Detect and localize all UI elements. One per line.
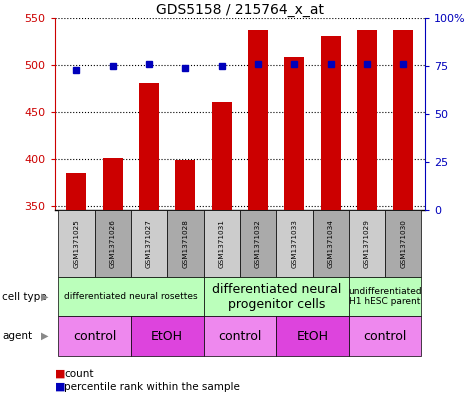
Text: GSM1371028: GSM1371028 (182, 219, 189, 268)
Text: ■: ■ (55, 369, 65, 379)
Text: GSM1371029: GSM1371029 (364, 219, 370, 268)
Bar (66, 173, 86, 210)
Text: differentiated neural
progenitor cells: differentiated neural progenitor cells (211, 283, 341, 311)
Bar (248, 30, 268, 210)
Bar (240, 210, 276, 277)
Bar (393, 30, 413, 210)
Bar (276, 316, 349, 356)
Bar (313, 210, 349, 277)
Bar (131, 210, 167, 277)
Text: percentile rank within the sample: percentile rank within the sample (64, 382, 240, 392)
Bar (321, 35, 341, 210)
Text: GSM1371031: GSM1371031 (218, 219, 225, 268)
Text: control: control (363, 329, 407, 343)
Text: GSM1371030: GSM1371030 (400, 219, 406, 268)
Bar (58, 316, 131, 356)
Text: ▶: ▶ (41, 292, 49, 302)
Bar (349, 316, 421, 356)
Text: ▶: ▶ (41, 331, 49, 341)
Text: count: count (64, 369, 94, 379)
Bar (103, 158, 123, 210)
Text: GSM1371025: GSM1371025 (74, 219, 79, 268)
Bar (276, 210, 313, 277)
Bar (212, 102, 232, 210)
Text: GSM1371034: GSM1371034 (328, 219, 333, 268)
Text: control: control (73, 329, 116, 343)
Bar (349, 277, 421, 316)
Bar (349, 210, 385, 277)
Text: EtOH: EtOH (151, 329, 183, 343)
Bar (204, 277, 349, 316)
Bar (357, 30, 377, 210)
Text: undifferentiated
H1 hESC parent: undifferentiated H1 hESC parent (348, 287, 422, 307)
Bar (285, 57, 304, 210)
Text: EtOH: EtOH (296, 329, 329, 343)
Text: GSM1371026: GSM1371026 (110, 219, 116, 268)
Bar (175, 160, 195, 210)
Bar (95, 210, 131, 277)
Text: GSM1371033: GSM1371033 (291, 219, 297, 268)
Bar (58, 210, 95, 277)
Text: ■: ■ (55, 382, 65, 392)
Bar (167, 210, 204, 277)
Text: GSM1371027: GSM1371027 (146, 219, 152, 268)
Title: GDS5158 / 215764_x_at: GDS5158 / 215764_x_at (156, 3, 324, 17)
Bar (204, 316, 276, 356)
Bar (131, 316, 204, 356)
Text: GSM1371032: GSM1371032 (255, 219, 261, 268)
Bar (204, 210, 240, 277)
Bar (58, 277, 204, 316)
Bar (139, 83, 159, 210)
Bar (385, 210, 421, 277)
Text: differentiated neural rosettes: differentiated neural rosettes (64, 292, 198, 301)
Text: agent: agent (2, 331, 32, 341)
Text: cell type: cell type (2, 292, 47, 302)
Text: control: control (218, 329, 262, 343)
